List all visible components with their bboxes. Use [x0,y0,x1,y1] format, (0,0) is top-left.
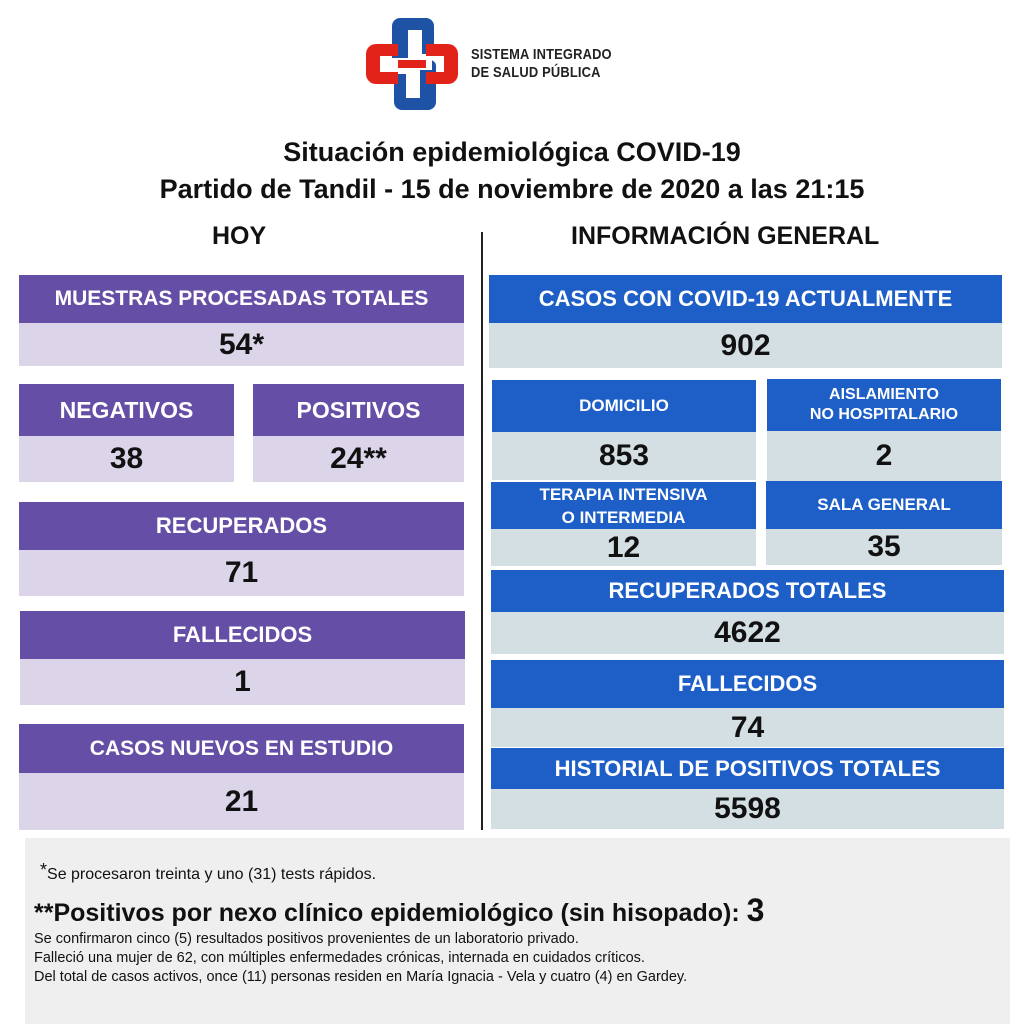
footnote-2: **Positivos por nexo clínico epidemiológ… [34,892,764,929]
card-aislamiento: AISLAMIENTO NO HOSPITALARIO 2 [767,379,1001,481]
logo-line1: SISTEMA INTEGRADO [471,46,612,63]
today-heading: HOY [212,222,267,250]
card-muestras: MUESTRAS PROCESADAS TOTALES 54* [19,275,464,366]
footnote-line: Del total de casos activos, once (11) pe… [34,969,688,985]
card-historial: HISTORIAL DE POSITIVOS TOTALES 5598 [491,748,1004,829]
footnote-2-value: 3 [746,892,765,928]
card-recuperados-totales: RECUPERADOS TOTALES 4622 [491,570,1004,654]
general-heading: INFORMACIÓN GENERAL [571,222,880,250]
footnote-line: Se confirmaron cinco (5) resultados posi… [34,931,579,947]
card-label: RECUPERADOS [19,502,464,550]
card-domicilio: DOMICILIO 853 [492,380,756,480]
card-sala-general: SALA GENERAL 35 [766,481,1002,565]
card-value: 12 [491,529,756,566]
card-value: 21 [19,773,464,830]
card-label: FALLECIDOS [491,660,1004,708]
card-label: RECUPERADOS TOTALES [491,570,1004,612]
card-value: 74 [491,708,1004,747]
card-label: NEGATIVOS [19,384,234,436]
sisp-logo [362,14,462,114]
card-label: DOMICILIO [492,380,756,432]
card-en-estudio: CASOS NUEVOS EN ESTUDIO 21 [19,724,464,830]
card-value: 38 [19,436,234,482]
card-label: SALA GENERAL [766,481,1002,529]
column-divider [481,232,483,830]
card-positivos: POSITIVOS 24** [253,384,464,482]
card-value: 4622 [491,612,1004,654]
logo-text: SISTEMA INTEGRADO DE SALUD PÚBLICA [471,46,612,82]
footnotes-panel [25,838,1010,1024]
page-subtitle: Partido de Tandil - 15 de noviembre de 2… [159,174,865,204]
logo-line2: DE SALUD PÚBLICA [471,64,601,81]
card-label: CASOS CON COVID-19 ACTUALMENTE [489,275,1002,323]
card-value: 1 [20,659,465,705]
card-label: FALLECIDOS [20,611,465,659]
card-value: 902 [489,323,1002,368]
footnote-line: Falleció una mujer de 62, con múltiples … [34,950,645,966]
card-label-line2: NO HOSPITALARIO [809,406,959,423]
card-recuperados-hoy: RECUPERADOS 71 [19,502,464,596]
card-terapia: TERAPIA INTENSIVA O INTERMEDIA 12 [491,482,756,566]
card-casos-actuales: CASOS CON COVID-19 ACTUALMENTE 902 [489,275,1002,368]
card-value: 853 [492,432,756,480]
footnote-1-mark: * [40,860,48,880]
card-value: 35 [766,529,1002,565]
card-label-line1: TERAPIA INTENSIVA [539,484,708,504]
sisp-cross-logo-icon [366,18,458,110]
card-value: 24** [253,436,464,482]
card-label: TERAPIA INTENSIVA O INTERMEDIA [491,482,756,529]
card-label: AISLAMIENTO NO HOSPITALARIO [767,379,1001,431]
card-label-line1: AISLAMIENTO [829,386,939,403]
footnote-1: *Se procesaron treinta y uno (31) tests … [40,860,376,884]
card-value: 2 [767,431,1001,481]
card-fallecidos-totales: FALLECIDOS 74 [491,660,1004,747]
card-value: 5598 [491,789,1004,829]
card-label: HISTORIAL DE POSITIVOS TOTALES [491,748,1004,789]
card-value: 71 [19,550,464,596]
card-label-line2: O INTERMEDIA [561,507,686,527]
footnote-1-text: Se procesaron treinta y uno (31) tests r… [47,866,377,883]
footnote-2-text: **Positivos por nexo clínico epidemiológ… [34,899,747,927]
page-title: Situación epidemiológica COVID-19 [283,137,741,167]
card-label: CASOS NUEVOS EN ESTUDIO [19,724,464,773]
card-label: POSITIVOS [253,384,464,436]
card-value: 54* [19,323,464,366]
card-fallecidos-hoy: FALLECIDOS 1 [20,611,465,705]
card-negativos: NEGATIVOS 38 [19,384,234,482]
card-label: MUESTRAS PROCESADAS TOTALES [19,275,464,323]
